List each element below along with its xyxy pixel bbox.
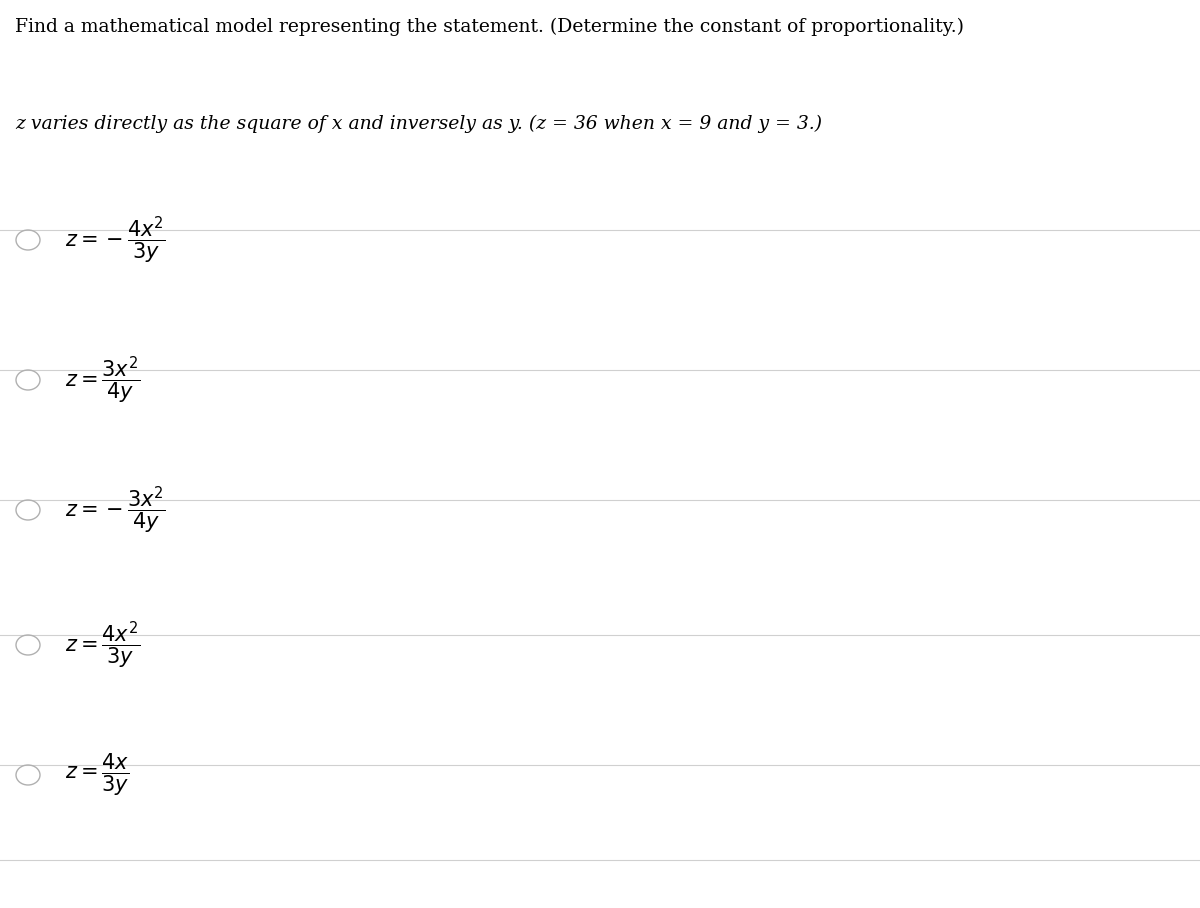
Text: z varies directly as the square of x and inversely as y. (z = 36 when x = 9 and : z varies directly as the square of x and… [14, 115, 822, 133]
Text: $z = -\dfrac{4x^{2}}{3y}$: $z = -\dfrac{4x^{2}}{3y}$ [65, 214, 166, 266]
Text: $z = \dfrac{4x}{3y}$: $z = \dfrac{4x}{3y}$ [65, 752, 130, 798]
Text: $z = \dfrac{4x^{2}}{3y}$: $z = \dfrac{4x^{2}}{3y}$ [65, 619, 140, 671]
Text: $z = \dfrac{3x^{2}}{4y}$: $z = \dfrac{3x^{2}}{4y}$ [65, 354, 140, 406]
Text: $z = -\dfrac{3x^{2}}{4y}$: $z = -\dfrac{3x^{2}}{4y}$ [65, 484, 166, 536]
Text: Find a mathematical model representing the statement. (Determine the constant of: Find a mathematical model representing t… [14, 18, 964, 36]
